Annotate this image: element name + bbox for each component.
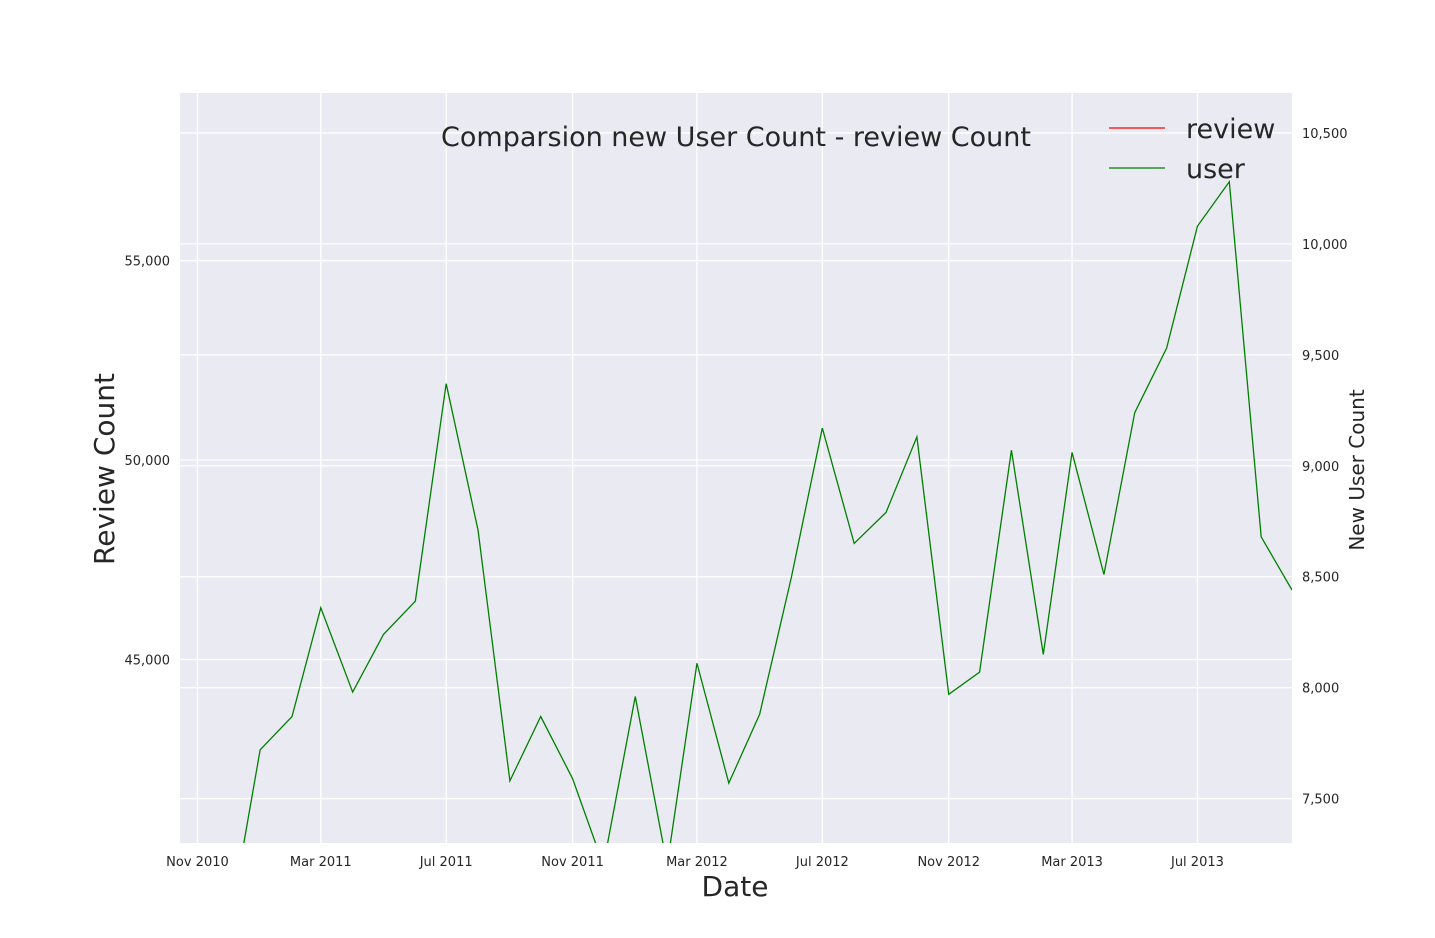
tick-labels: Nov 2010 Mar 2011 Jul 2011 Nov 2011 Mar 2012… — [125, 127, 1348, 870]
y-tick-label: 55,000 — [125, 255, 171, 270]
y2-tick-label: 9,000 — [1302, 460, 1339, 475]
y2-tick-label: 8,000 — [1302, 682, 1339, 697]
x-tick-label: Jul 2011 — [419, 855, 473, 870]
y2-axis-label: New User Count — [1345, 389, 1369, 550]
series-line-user — [243, 179, 1292, 843]
y-tick-label: 50,000 — [125, 454, 171, 469]
x-tick-label: Jul 2012 — [795, 855, 849, 870]
x-tick-label: Mar 2012 — [666, 855, 728, 870]
chart-title: Comparsion new User Count - review Count — [441, 122, 1031, 153]
x-tick-label: Mar 2011 — [290, 855, 352, 870]
y2-tick-label: 10,500 — [1302, 127, 1348, 142]
x-axis-label: Date — [702, 870, 769, 903]
y2-tick-label: 8,500 — [1302, 571, 1339, 586]
y-axis-label: Review Count — [88, 373, 121, 565]
y-tick-label: 45,000 — [125, 653, 171, 668]
x-tick-label: Mar 2013 — [1041, 855, 1103, 870]
y2-tick-label: 10,000 — [1302, 238, 1348, 253]
x-tick-label: Nov 2010 — [166, 855, 229, 870]
grid — [180, 93, 1292, 843]
x-tick-label: Jul 2013 — [1170, 855, 1224, 870]
y2-tick-label: 9,500 — [1302, 349, 1339, 364]
series-layer — [243, 179, 1292, 843]
y2-tick-label: 7,500 — [1302, 793, 1339, 808]
legend-user-label: user — [1186, 154, 1246, 185]
x-tick-label: Nov 2011 — [541, 855, 604, 870]
legend: review user — [1109, 114, 1275, 185]
plot-area — [180, 93, 1292, 843]
x-tick-label: Nov 2012 — [917, 855, 980, 870]
legend-review-label: review — [1186, 114, 1275, 145]
